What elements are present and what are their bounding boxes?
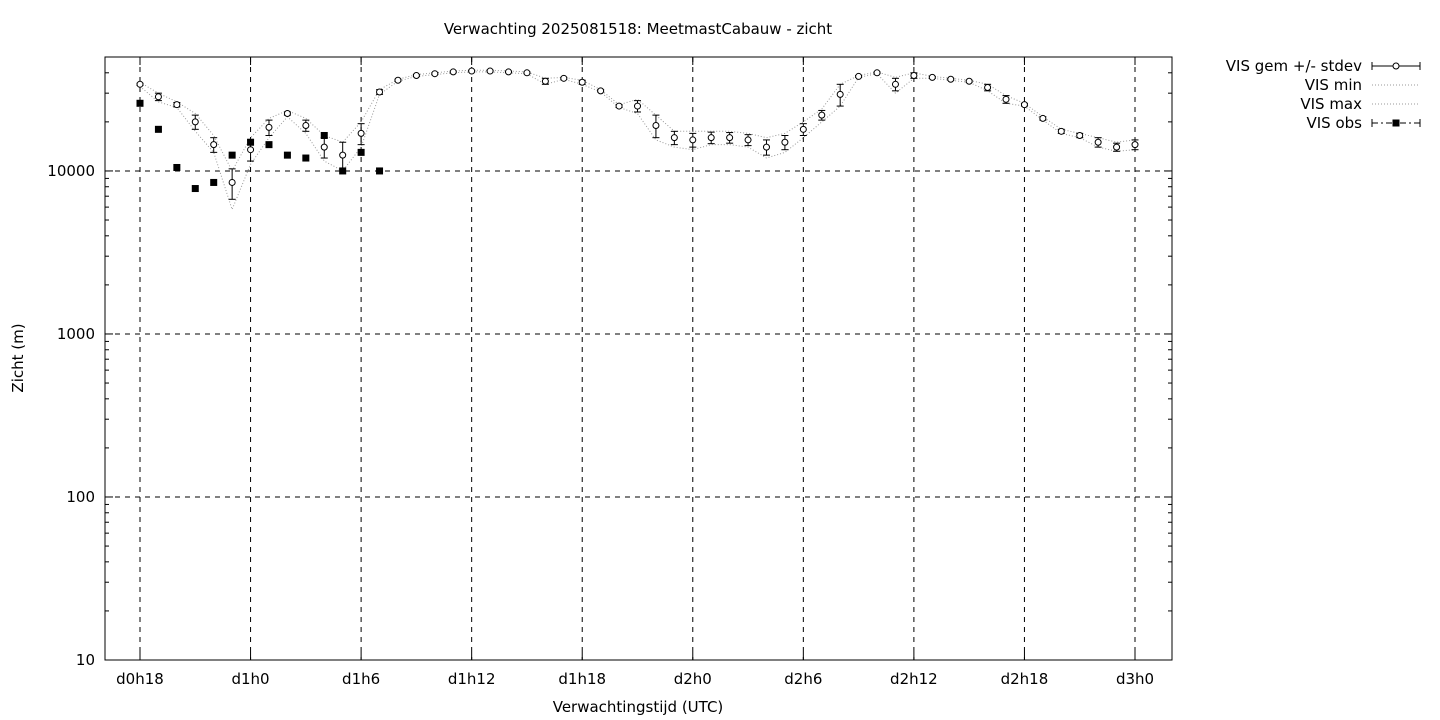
x-tick-label: d2h18 [1001, 670, 1049, 688]
x-tick-label: d1h0 [231, 670, 269, 688]
vis-gem-point [726, 134, 734, 142]
vis-gem-point [376, 88, 384, 96]
x-tick-label: d1h6 [342, 670, 380, 688]
vis-gem-point [744, 136, 752, 144]
vis-gem-point [578, 78, 586, 86]
vis-gem-point [836, 90, 844, 98]
x-tick-label: d2h0 [674, 670, 712, 688]
axes: d0h18 d1h0 d1h6 d1h12 d1h18 d2h0 d2h6 d2h12 d2h1… [47, 56, 1172, 688]
vis-obs-point [320, 131, 328, 139]
vis-gem-point [136, 80, 144, 88]
vis-gem-point [339, 151, 347, 159]
legend-label: VIS min [1305, 76, 1362, 94]
vis-gem-point [1057, 127, 1065, 135]
vis-gem-point [855, 72, 863, 80]
vis-gem-point [873, 69, 881, 77]
vis-gem-point [984, 83, 992, 91]
vis-gem-point [228, 178, 236, 186]
vis-gem-point [891, 80, 899, 88]
vis-obs-point [357, 148, 365, 156]
vis-gem-point [597, 87, 605, 95]
legend-swatch-marker [1392, 62, 1400, 70]
x-tick-label: d1h12 [448, 670, 496, 688]
vis-gem-point [154, 93, 162, 101]
legend-label: VIS gem +/- stdev [1226, 57, 1362, 75]
vis-gem-point [191, 118, 199, 126]
vis-gem-point [560, 74, 568, 82]
vis-gem-point [910, 72, 918, 80]
legend-label: VIS max [1300, 95, 1362, 113]
vis-gem-point [615, 102, 623, 110]
y-axis-label: Zicht (m) [9, 323, 27, 392]
vis-min-line [139, 71, 1136, 211]
vis-gem-point [302, 122, 310, 130]
vis-gem-point [634, 102, 641, 110]
vis-gem-point [173, 101, 181, 109]
vis-obs-point [228, 151, 236, 159]
legend-swatch-marker [1392, 119, 1400, 127]
vis-obs-point [302, 154, 310, 162]
y-tick-label: 100 [66, 488, 95, 506]
x-tick-label: d2h12 [890, 670, 938, 688]
vis-gem-point [1076, 131, 1084, 139]
vis-gem-point [265, 123, 273, 131]
plot-area [136, 67, 1139, 211]
vis-gem-point [449, 68, 457, 76]
vis-gem-point [670, 134, 678, 142]
vis-gem-point [1094, 138, 1102, 146]
vis-obs-point [265, 141, 273, 149]
vis-obs-point [283, 151, 291, 159]
vis-obs-point [191, 185, 199, 193]
vis-gem-point [1039, 114, 1047, 122]
vis-obs-point [247, 138, 255, 146]
chart-title: Verwachting 2025081518: MeetmastCabauw -… [444, 20, 832, 38]
vis-gem-point [412, 72, 420, 80]
vis-gem-point [1020, 101, 1028, 109]
vis-gem-point [523, 69, 531, 77]
vis-gem-point [210, 141, 218, 149]
x-tick-label: d1h18 [558, 670, 606, 688]
y-tick-label: 10000 [47, 162, 95, 180]
legend-label: VIS obs [1307, 114, 1363, 132]
vis-gem-point [689, 136, 697, 144]
vis-gem-point [762, 143, 770, 151]
vis-gem-point [394, 76, 402, 84]
vis-gem-point [505, 68, 513, 76]
vis-gem-point [1002, 95, 1010, 103]
vis-gem-point [247, 146, 255, 154]
vis-gem-point [799, 125, 807, 133]
y-tick-label: 1000 [57, 325, 95, 343]
vis-obs-point [376, 167, 384, 175]
vis-gem-point [781, 138, 789, 146]
vis-obs-point [154, 125, 162, 133]
x-tick-label: d0h18 [116, 670, 164, 688]
vis-gem-point [1113, 143, 1121, 151]
vis-gem-point [468, 67, 476, 75]
vis-gem-point [652, 122, 660, 130]
y-tick-label: 10 [76, 651, 95, 669]
x-tick-label: d2h6 [784, 670, 822, 688]
grid-lines [105, 57, 1172, 660]
vis-gem-point [431, 70, 439, 78]
vis-obs-point [136, 99, 144, 107]
vis-gem-point [928, 73, 936, 81]
vis-gem-point [320, 143, 328, 151]
vis-obs-point [339, 167, 347, 175]
plot-frame [104, 56, 1173, 661]
vis-gem-point [947, 75, 955, 83]
vis-obs-point [210, 178, 218, 186]
vis-gem-point [357, 129, 365, 137]
x-axis-label: Verwachtingstijd (UTC) [553, 698, 724, 716]
vis-gem-point [818, 111, 826, 119]
vis-gem-point [486, 67, 494, 75]
vis-gem-point [965, 77, 973, 85]
vis-gem-point [1131, 141, 1139, 149]
vis-gem-point [283, 110, 291, 118]
vis-obs-point [173, 163, 181, 171]
x-tick-label: d3h0 [1116, 670, 1154, 688]
vis-gem-point [541, 77, 549, 85]
vis-gem-point [707, 134, 715, 142]
